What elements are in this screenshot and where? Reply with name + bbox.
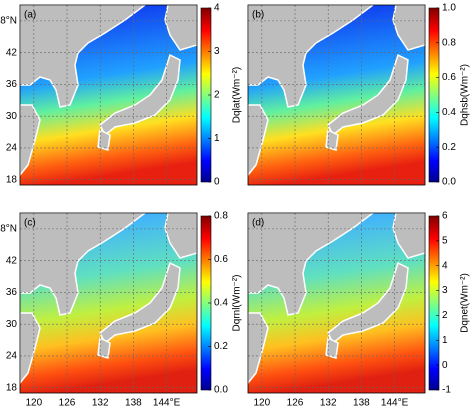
colorbar-tick-label: -1 — [442, 385, 451, 396]
lat-tick-label: 24 — [6, 351, 18, 362]
colorbar-label: Dqlat(Wm⁻²) — [232, 67, 243, 123]
lat-tick-label: 18 — [6, 382, 18, 393]
colorbar-tick-label: 0.8 — [214, 211, 228, 222]
lat-tick-label: 36 — [6, 79, 18, 90]
colorbar-tick-label: 1.0 — [442, 3, 456, 14]
lat-tick-label: 48°N — [0, 16, 17, 27]
colorbar-tick-label: 4 — [442, 260, 448, 271]
map-frame — [19, 212, 198, 394]
map-frame — [247, 212, 426, 394]
colorbar-label: Dqhsb(Wm⁻²) — [460, 64, 471, 126]
colorbar-tick-label: 0.6 — [214, 254, 228, 265]
lon-tick-label: 144°E — [153, 398, 181, 409]
lon-tick-label: 138 — [125, 398, 142, 409]
lat-tick-label: 42 — [6, 47, 18, 58]
lon-tick-label: 126 — [287, 398, 304, 409]
colorbar-tick-label: 0 — [214, 177, 220, 188]
colorbar-tick-label: 0 — [442, 360, 448, 371]
colorbar — [428, 7, 440, 183]
colorbar-tick-label: 0.2 — [214, 341, 228, 352]
colorbar-tick-label: 4 — [214, 3, 220, 14]
panel-label: (c) — [24, 218, 36, 229]
panel-label: (a) — [24, 10, 36, 21]
colorbar-tick-label: 3 — [214, 46, 220, 57]
lat-tick-label: 42 — [6, 255, 18, 266]
lat-tick-label: 48°N — [0, 224, 17, 235]
lat-tick-label: 30 — [6, 319, 18, 330]
colorbar-tick-label: 0.4 — [214, 298, 228, 309]
colorbar-tick-label: 0.8 — [442, 37, 456, 48]
lon-tick-label: 138 — [353, 398, 370, 409]
colorbar — [428, 215, 440, 391]
colorbar-tick-label: 1 — [214, 133, 220, 144]
colorbar-label: Dqrnl(Wm⁻²) — [232, 275, 243, 332]
lon-tick-label: 120 — [253, 398, 270, 409]
lon-tick-label: 144°E — [381, 398, 409, 409]
lat-tick-label: 30 — [6, 111, 18, 122]
colorbar-tick-label: 6 — [442, 211, 448, 222]
colorbar-tick-label: 3 — [442, 285, 448, 296]
lon-tick-label: 132 — [320, 398, 337, 409]
colorbar-tick-label: 0.4 — [442, 107, 456, 118]
lat-tick-label: 24 — [6, 143, 18, 154]
colorbar-tick-label: 5 — [442, 235, 448, 246]
colorbar-tick-label: 0.2 — [442, 142, 456, 153]
map-frame — [19, 4, 198, 186]
panel-label: (b) — [252, 10, 264, 21]
colorbar-tick-label: 2 — [214, 90, 220, 101]
colorbar-tick-label: 1 — [442, 335, 448, 346]
lon-tick-label: 126 — [59, 398, 76, 409]
map-frame — [247, 4, 426, 186]
colorbar-tick-label: 0.0 — [442, 177, 456, 188]
lat-tick-label: 18 — [6, 174, 18, 185]
colorbar-tick-label: 0.0 — [214, 385, 228, 396]
colorbar-tick-label: 2 — [442, 310, 448, 321]
lon-tick-label: 120 — [25, 398, 42, 409]
colorbar-tick-label: 0.6 — [442, 72, 456, 83]
lat-tick-label: 36 — [6, 287, 18, 298]
colorbar-label: Dqnet(Wm⁻²) — [460, 273, 471, 333]
lon-tick-label: 132 — [92, 398, 109, 409]
panel-label: (d) — [252, 218, 264, 229]
